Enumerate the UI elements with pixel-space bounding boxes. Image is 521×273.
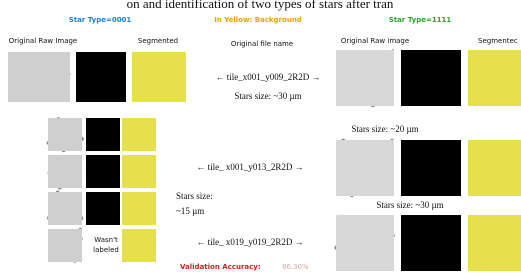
right-heading: Star Type=1111 bbox=[389, 16, 452, 24]
image-tile bbox=[468, 215, 521, 271]
image-tile bbox=[122, 155, 156, 188]
note: labeled bbox=[93, 246, 119, 254]
column-label: Original Raw image bbox=[341, 37, 409, 45]
accuracy-label: Validation Accuracy: bbox=[180, 263, 261, 271]
star-size: Stars size: ~30 µm bbox=[376, 200, 443, 210]
column-label: Original Raw Image bbox=[9, 37, 78, 45]
column-label: Segmented bbox=[138, 37, 178, 45]
image-tile bbox=[336, 50, 394, 106]
star-size: Stars size: bbox=[176, 191, 213, 201]
image-tile bbox=[401, 50, 461, 106]
column-label: Original file name bbox=[231, 40, 293, 48]
note: Wasn't bbox=[94, 236, 118, 244]
figure: on and identification of two types of st… bbox=[0, 0, 521, 273]
file-name: ← tile_ x001_y013_2R2D → bbox=[196, 162, 303, 172]
image-tile bbox=[122, 192, 156, 225]
star-size: Stars size: ~20 µm bbox=[351, 124, 418, 134]
image-tile bbox=[86, 155, 120, 188]
left-heading: Star Type=0001 bbox=[69, 16, 132, 24]
image-tile bbox=[48, 192, 82, 225]
file-name: ← tile_x001_y009_2R2D → bbox=[216, 72, 321, 82]
column-label: Segmentec bbox=[478, 37, 518, 45]
image-tile bbox=[132, 52, 186, 102]
image-tile bbox=[468, 50, 521, 106]
figure-title: on and identification of two types of st… bbox=[127, 0, 394, 11]
accuracy-value: 86.30% bbox=[282, 263, 309, 271]
image-tile bbox=[401, 140, 461, 196]
image-tile bbox=[468, 140, 521, 196]
star-size: Stars size: ~30 µm bbox=[234, 91, 301, 101]
image-tile bbox=[122, 118, 156, 151]
image-tile bbox=[336, 215, 394, 271]
star-size: ~15 µm bbox=[176, 206, 204, 216]
center-heading: In Yellow: Background bbox=[214, 16, 302, 24]
image-tile bbox=[122, 229, 156, 262]
image-tile bbox=[86, 192, 120, 225]
file-name: ← tile_ x019_y019_2R2D → bbox=[196, 237, 303, 247]
image-tile bbox=[401, 215, 461, 271]
image-tile bbox=[86, 118, 120, 151]
image-tile bbox=[336, 140, 394, 196]
image-tile bbox=[48, 118, 82, 151]
image-tile bbox=[48, 155, 82, 188]
image-tile bbox=[48, 229, 82, 262]
image-tile bbox=[76, 52, 126, 102]
image-tile bbox=[8, 52, 70, 102]
